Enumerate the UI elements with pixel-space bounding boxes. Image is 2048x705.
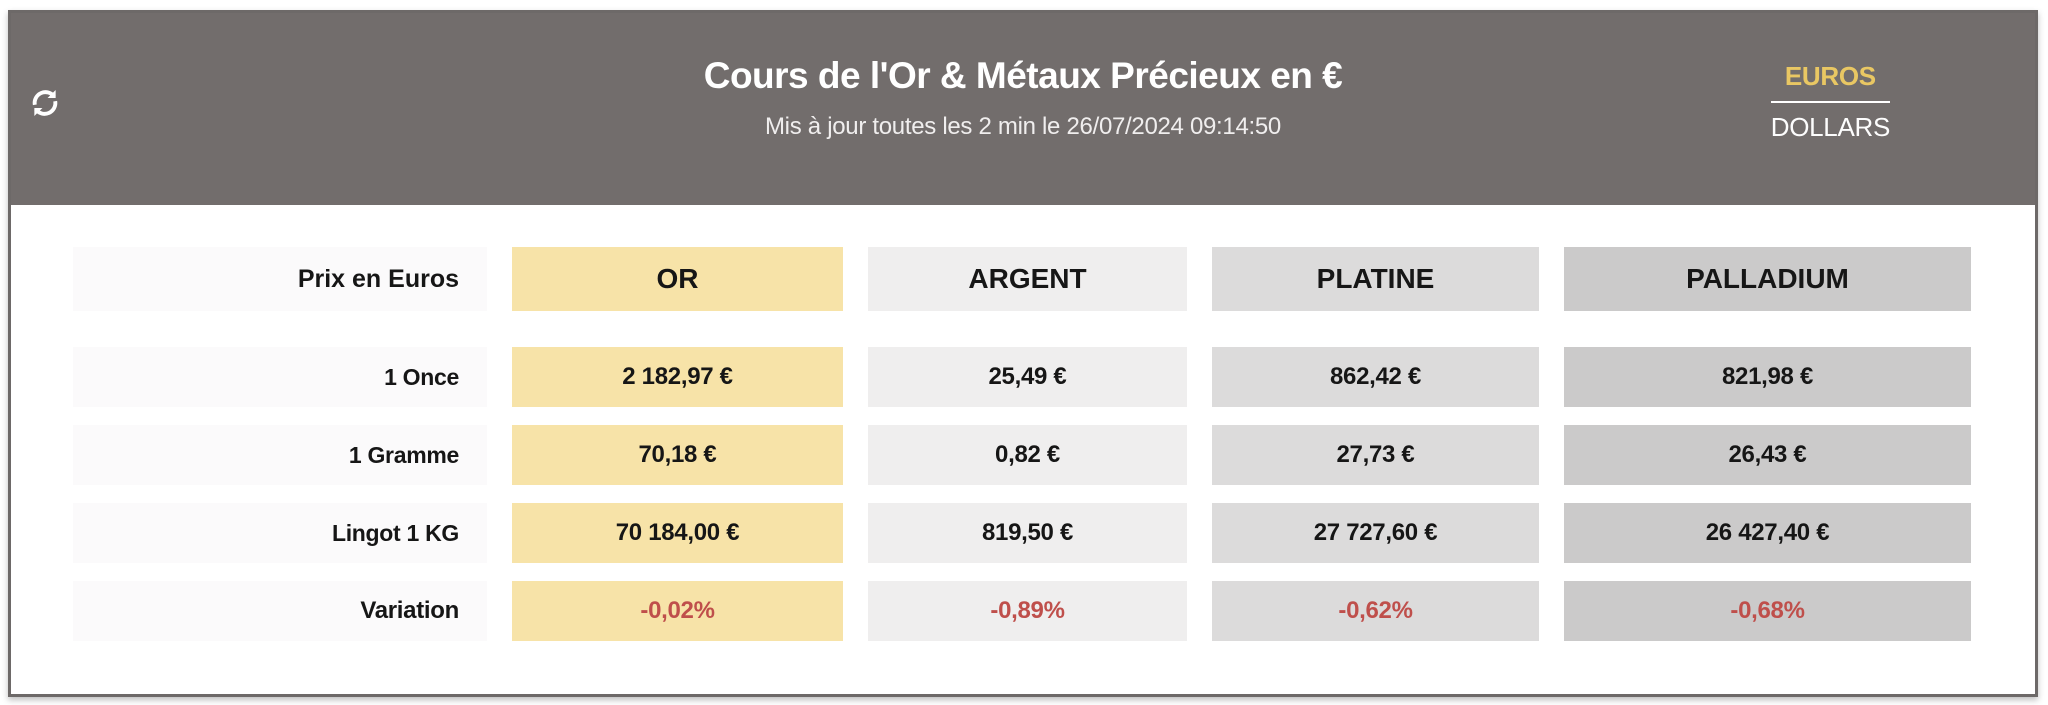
currency-option-dollars[interactable]: DOLLARS xyxy=(1770,112,1891,142)
column-header-or: OR xyxy=(512,247,843,311)
price-cell-palladium: 26,43 € xyxy=(1564,425,1971,485)
last-updated-text: Mis à jour toutes les 2 min le 26/07/202… xyxy=(764,113,1281,140)
price-cell-or: 2 182,97 € xyxy=(512,347,843,407)
price-cell-palladium: 26 427,40 € xyxy=(1564,503,1971,563)
row-label: 1 Once xyxy=(73,347,487,407)
header-titlebox: Cours de l'Or & Métaux Précieux en € Mis… xyxy=(11,13,2035,141)
price-cell-platine: 27,73 € xyxy=(1212,425,1539,485)
table-row-lingot: Lingot 1 KG 70 184,00 € 819,50 € 27 727,… xyxy=(73,503,1973,563)
variation-cell-palladium: -0,68% xyxy=(1564,581,1971,641)
price-cell-or: 70 184,00 € xyxy=(512,503,843,563)
currency-option-euros[interactable]: EUROS xyxy=(1784,61,1876,91)
price-cell-argent: 25,49 € xyxy=(868,347,1187,407)
page-title: Cours de l'Or & Métaux Précieux en € xyxy=(703,55,1343,96)
price-cell-platine: 862,42 € xyxy=(1212,347,1539,407)
widget-header: Cours de l'Or & Métaux Précieux en € Mis… xyxy=(11,13,2035,205)
variation-cell-or: -0,02% xyxy=(512,581,843,641)
refresh-icon xyxy=(27,85,63,121)
row-label: Variation xyxy=(73,581,487,641)
column-header-argent: ARGENT xyxy=(868,247,1187,311)
variation-cell-platine: -0,62% xyxy=(1212,581,1539,641)
variation-cell-argent: -0,89% xyxy=(868,581,1187,641)
currency-toggle: EUROS DOLLARS xyxy=(1770,61,1891,142)
price-cell-platine: 27 727,60 € xyxy=(1212,503,1539,563)
price-cell-argent: 819,50 € xyxy=(868,503,1187,563)
price-cell-palladium: 821,98 € xyxy=(1564,347,1971,407)
column-header-platine: PLATINE xyxy=(1212,247,1539,311)
currency-divider xyxy=(1770,101,1890,103)
corner-cell: Prix en Euros xyxy=(73,247,487,311)
row-label: Lingot 1 KG xyxy=(73,503,487,563)
price-cell-or: 70,18 € xyxy=(512,425,843,485)
table-row-once: 1 Once 2 182,97 € 25,49 € 862,42 € 821,9… xyxy=(73,347,1973,407)
prices-table: Prix en Euros OR ARGENT PLATINE PALLADIU… xyxy=(73,247,1973,641)
table-row-gramme: 1 Gramme 70,18 € 0,82 € 27,73 € 26,43 € xyxy=(73,425,1973,485)
refresh-button[interactable] xyxy=(27,85,63,121)
table-row-variation: Variation -0,02% -0,89% -0,62% -0,68% xyxy=(73,581,1973,641)
table-header-row: Prix en Euros OR ARGENT PLATINE PALLADIU… xyxy=(73,247,1973,311)
gold-price-widget: Cours de l'Or & Métaux Précieux en € Mis… xyxy=(8,10,2038,697)
column-header-palladium: PALLADIUM xyxy=(1564,247,1971,311)
price-cell-argent: 0,82 € xyxy=(868,425,1187,485)
row-label: 1 Gramme xyxy=(73,425,487,485)
